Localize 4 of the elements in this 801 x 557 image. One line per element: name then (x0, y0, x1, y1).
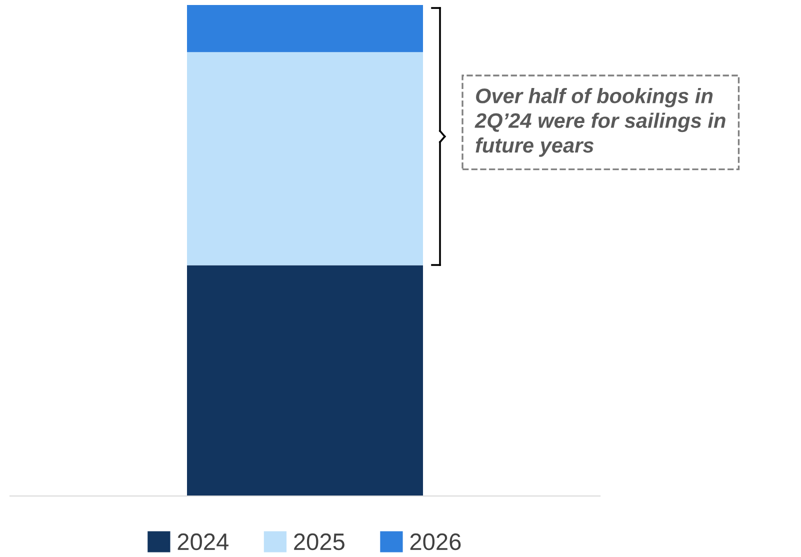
legend-label: 2026 (410, 533, 461, 550)
legend-label: 2024 (178, 533, 228, 550)
text: Over half of bookings in 2Q’24 were for sailings in future years (474, 88, 726, 157)
legend-label: 2025 (294, 533, 344, 550)
